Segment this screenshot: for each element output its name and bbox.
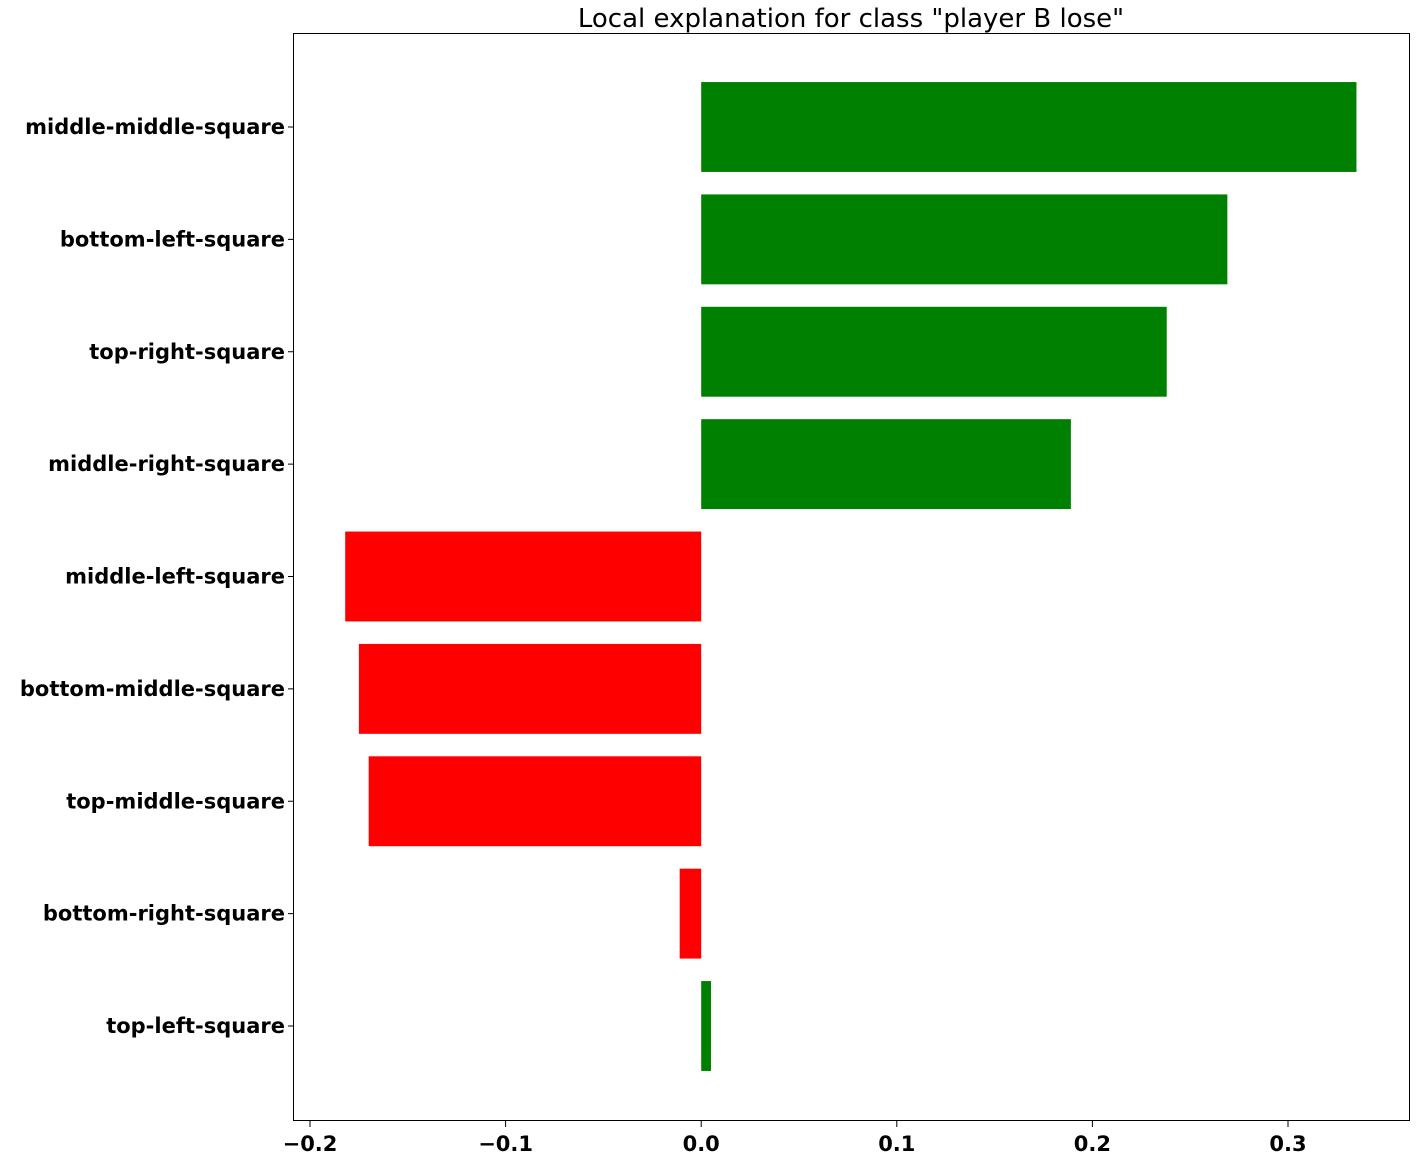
bar-top-left-square <box>701 981 711 1071</box>
bar-middle-right-square <box>701 419 1071 510</box>
bar-top-right-square <box>701 306 1167 397</box>
bar-bottom-middle-square <box>358 643 702 734</box>
y-tick-label: bottom-middle-square <box>20 677 285 701</box>
bar-middle-left-square <box>345 531 702 622</box>
y-tick-label: top-right-square <box>89 340 285 364</box>
bar-middle-middle-square <box>701 82 1357 172</box>
x-tick-label: 0.2 <box>1074 1132 1111 1154</box>
y-tick-label: top-middle-square <box>66 789 285 813</box>
x-tick-label: 0.1 <box>878 1132 915 1154</box>
x-axis-ticks: −0.2 −0.1 0.0 0.1 0.2 0.3 <box>283 1121 1307 1154</box>
bars-group <box>345 82 1357 1071</box>
y-tick-label: middle-middle-square <box>25 115 285 139</box>
y-tick-label: bottom-left-square <box>60 227 285 251</box>
x-tick-label: −0.2 <box>283 1132 338 1154</box>
bar-bottom-left-square <box>701 194 1228 285</box>
bar-bottom-right-square <box>679 868 702 959</box>
x-tick-label: −0.1 <box>478 1132 533 1154</box>
x-tick-label: 0.3 <box>1269 1132 1306 1154</box>
y-tick-label: bottom-right-square <box>43 902 285 926</box>
x-tick-label: 0.0 <box>683 1132 720 1154</box>
bar-top-middle-square <box>368 756 702 847</box>
y-axis-ticks: middle-middle-square bottom-left-square to… <box>20 115 294 1038</box>
y-tick-label: top-left-square <box>106 1014 285 1038</box>
plot-frame <box>293 33 1410 1121</box>
y-tick-label: middle-right-square <box>48 452 285 476</box>
y-tick-label: middle-left-square <box>65 565 285 589</box>
chart-title: Local explanation for class "player B lo… <box>578 4 1124 34</box>
